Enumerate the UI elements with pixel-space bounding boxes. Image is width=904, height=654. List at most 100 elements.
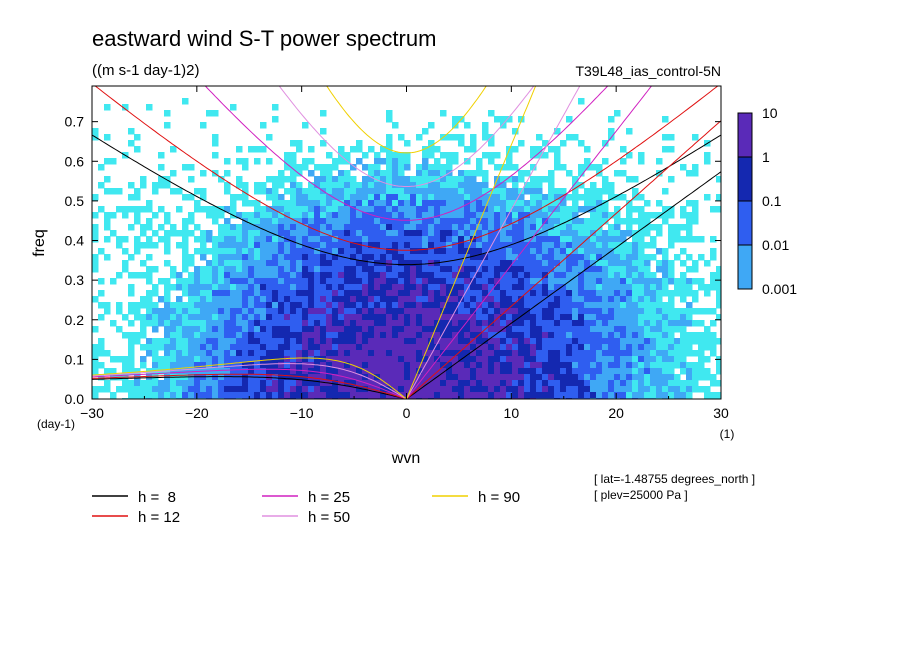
heatmap-cell: [668, 236, 675, 243]
heatmap-cell: [170, 188, 177, 195]
heatmap-cell: [512, 392, 519, 399]
heatmap-cell: [572, 212, 579, 219]
heatmap-cell: [308, 224, 315, 231]
heatmap-cell: [458, 392, 465, 399]
heatmap-cell: [626, 272, 633, 279]
heatmap-cell: [236, 326, 243, 333]
heatmap-cell: [230, 302, 237, 309]
heatmap-cell: [128, 368, 135, 375]
heatmap-cell: [464, 182, 471, 189]
heatmap-cell: [392, 302, 399, 309]
heatmap-cell: [674, 290, 681, 297]
heatmap-cell: [392, 338, 399, 345]
heatmap-cell: [320, 302, 327, 309]
colorbar-label: 0.1: [762, 193, 782, 209]
heatmap-cell: [266, 344, 273, 351]
colorbar-label: 1: [762, 149, 770, 165]
heatmap-cell: [380, 368, 387, 375]
heatmap-cell: [392, 368, 399, 375]
heatmap-cell: [530, 374, 537, 381]
heatmap-cell: [272, 350, 279, 357]
heatmap-cell: [212, 242, 219, 249]
heatmap-cell: [254, 296, 261, 303]
heatmap-cell: [98, 164, 105, 171]
heatmap-cell: [668, 206, 675, 213]
heatmap-cell: [680, 314, 687, 321]
heatmap-cell: [710, 344, 717, 351]
heatmap-cell: [482, 242, 489, 249]
heatmap-cell: [602, 254, 609, 261]
heatmap-cell: [410, 212, 417, 219]
heatmap-cell: [638, 260, 645, 267]
heatmap-cell: [266, 326, 273, 333]
heatmap-cell: [566, 344, 573, 351]
heatmap-cell: [488, 254, 495, 261]
heatmap-cell: [374, 176, 381, 183]
heatmap-cell: [350, 176, 357, 183]
heatmap-cell: [332, 326, 339, 333]
heatmap-cell: [380, 212, 387, 219]
heatmap-cell: [632, 266, 639, 273]
heatmap-cell: [284, 326, 291, 333]
heatmap-cell: [374, 242, 381, 249]
heatmap-cell: [494, 182, 501, 189]
heatmap-cell: [278, 212, 285, 219]
heatmap-cell: [650, 350, 657, 357]
heatmap-cell: [548, 272, 555, 279]
heatmap-cell: [500, 236, 507, 243]
heatmap-cell: [284, 344, 291, 351]
heatmap-cell: [152, 380, 159, 387]
heatmap-cell: [488, 278, 495, 285]
heatmap-cell: [98, 374, 105, 381]
heatmap-cell: [200, 314, 207, 321]
heatmap-cell: [158, 308, 165, 315]
heatmap-cell: [182, 266, 189, 273]
heatmap-cell: [104, 368, 111, 375]
heatmap-cell: [692, 134, 699, 141]
heatmap-cell: [464, 284, 471, 291]
heatmap-cell: [326, 218, 333, 225]
heatmap-cell: [434, 182, 441, 189]
heatmap-cell: [506, 368, 513, 375]
heatmap-cell: [410, 248, 417, 255]
heatmap-cell: [152, 368, 159, 375]
heatmap-cell: [536, 326, 543, 333]
heatmap-cell: [242, 350, 249, 357]
heatmap-cell: [224, 230, 231, 237]
heatmap-cell: [542, 326, 549, 333]
heatmap-cell: [368, 188, 375, 195]
heatmap-cell: [560, 380, 567, 387]
heatmap-cell: [386, 278, 393, 285]
heatmap-cell: [92, 362, 99, 369]
heatmap-cell: [392, 194, 399, 201]
heatmap-cell: [350, 374, 357, 381]
heatmap-cell: [686, 290, 693, 297]
heatmap-cell: [578, 344, 585, 351]
heatmap-cell: [170, 230, 177, 237]
heatmap-cell: [380, 278, 387, 285]
heatmap-cell: [656, 170, 663, 177]
heatmap-cell: [584, 290, 591, 297]
heatmap-cell: [704, 152, 711, 159]
heatmap-cell: [170, 266, 177, 273]
heatmap-cell: [698, 308, 705, 315]
heatmap-cell: [464, 338, 471, 345]
heatmap-cell: [506, 188, 513, 195]
heatmap-cell: [704, 386, 711, 393]
heatmap-cell: [626, 350, 633, 357]
heatmap-cell: [350, 368, 357, 375]
heatmap-cell: [224, 278, 231, 285]
heatmap-cell: [98, 248, 105, 255]
heatmap-cell: [470, 134, 477, 141]
heatmap-cell: [326, 206, 333, 213]
heatmap-cell: [356, 158, 363, 165]
heatmap-cell: [644, 260, 651, 267]
heatmap-cell: [638, 224, 645, 231]
heatmap-cell: [374, 284, 381, 291]
heatmap-cell: [494, 152, 501, 159]
heatmap-cell: [266, 332, 273, 339]
heatmap-cell: [320, 344, 327, 351]
heatmap-cell: [188, 284, 195, 291]
heatmap-cell: [338, 344, 345, 351]
heatmap-cell: [182, 332, 189, 339]
